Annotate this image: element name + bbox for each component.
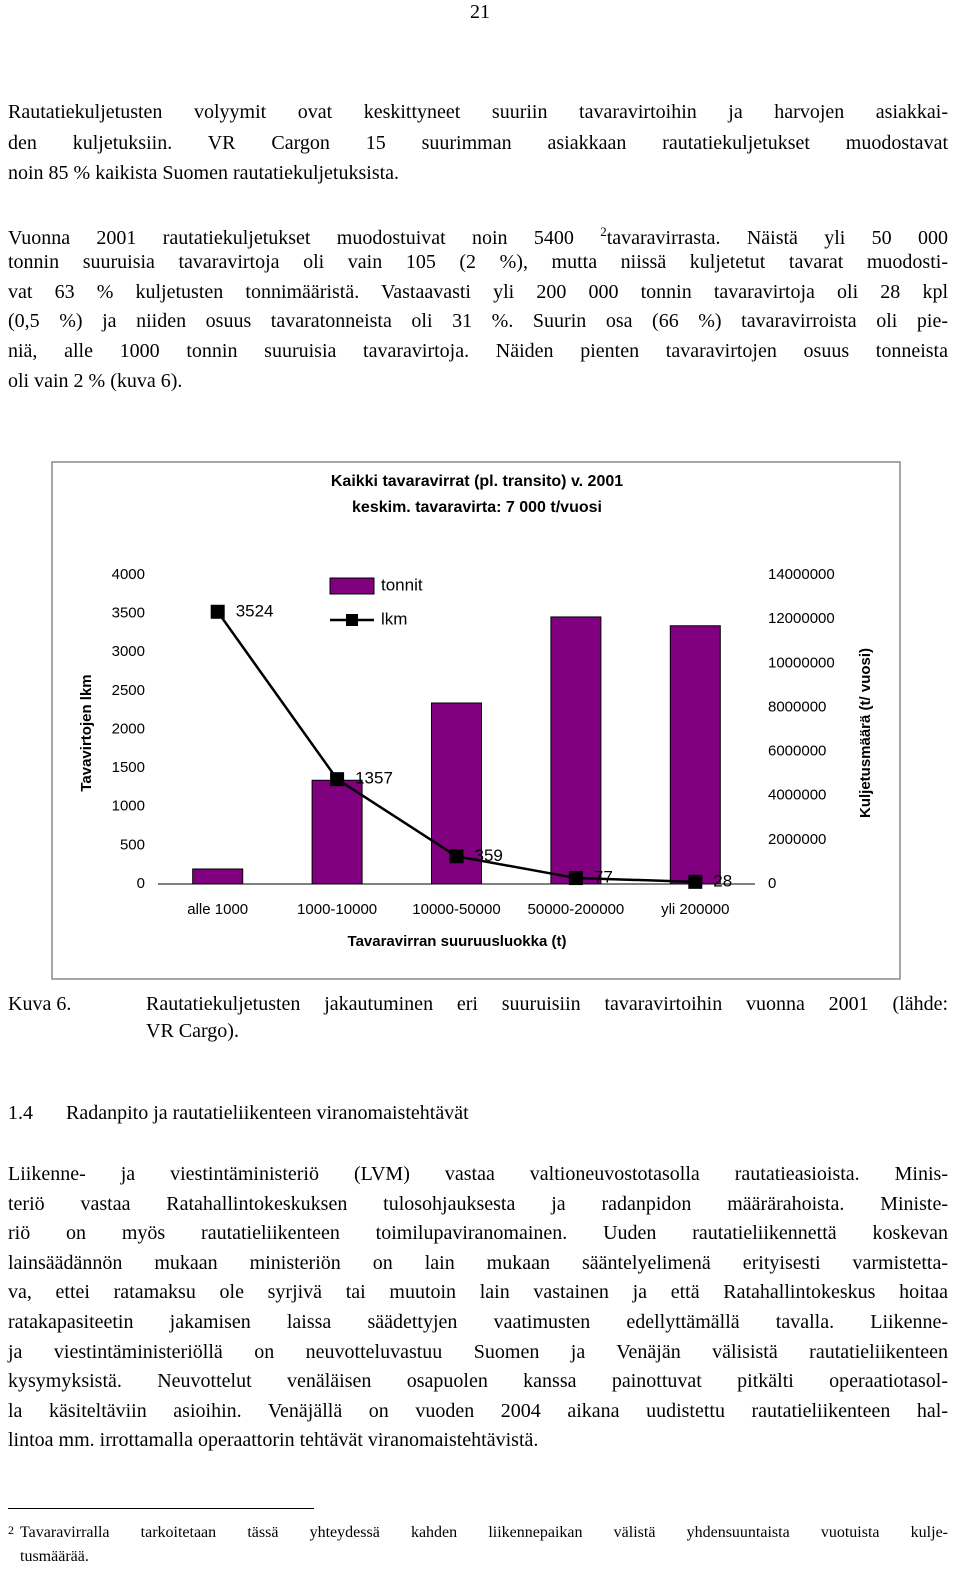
data-label: 28 bbox=[713, 871, 732, 890]
y-axis-label: Tavavirtojen lkm bbox=[78, 674, 95, 791]
x-tick-label: alle 1000 bbox=[187, 901, 248, 918]
y-tick-label: 1500 bbox=[112, 759, 145, 776]
text-line: lainsäädännön mukaan ministeriön on lain… bbox=[8, 1251, 948, 1274]
text-line: Rautatiekuljetusten jakautuminen eri suu… bbox=[146, 993, 948, 1015]
footnote-rule bbox=[8, 1508, 314, 1509]
text-line: Tavaravirralla tarkoitetaan tässä yhteyd… bbox=[20, 1524, 948, 1541]
text-line: ratakapasiteetin jakamisen laissa säädet… bbox=[8, 1311, 948, 1333]
text-line: noin 85 % kaikista Suomen rautatiekuljet… bbox=[8, 162, 400, 184]
y2-tick-label: 0 bbox=[768, 875, 776, 892]
data-label: 77 bbox=[594, 868, 613, 887]
page-number: 21 bbox=[470, 1, 490, 23]
y2-tick-label: 10000000 bbox=[768, 654, 835, 671]
y-tick-label: 2000 bbox=[112, 720, 145, 737]
y2-tick-label: 14000000 bbox=[768, 566, 835, 583]
bar bbox=[550, 616, 602, 885]
data-label: 1357 bbox=[355, 769, 393, 788]
bar bbox=[192, 868, 244, 885]
line-marker bbox=[210, 604, 225, 619]
text-line: den kuljetuksiin. VR Cargon 15 suurimman… bbox=[8, 131, 948, 154]
y-tick-label: 500 bbox=[120, 836, 145, 853]
data-label: 3524 bbox=[236, 601, 274, 620]
footnote-marker: 2 bbox=[8, 1523, 14, 1537]
section-number: 1.4 bbox=[8, 1102, 33, 1124]
x-tick-label: yli 200000 bbox=[661, 901, 729, 918]
text-line: Rautatiekuljetusten volyymit ovat keskit… bbox=[8, 101, 948, 123]
text: tavaravirrasta. Näistä yli 50 000 bbox=[606, 227, 948, 249]
text-line: niä, alle 1000 tonnin suuruisia tavaravi… bbox=[8, 340, 948, 363]
y2-tick-label: 12000000 bbox=[768, 610, 835, 627]
line-marker bbox=[688, 874, 703, 889]
y2-tick-label: 4000000 bbox=[768, 787, 826, 804]
text-line: Liikenne- ja viestintäministeriö (LVM) v… bbox=[8, 1163, 948, 1185]
chart-frame bbox=[51, 461, 901, 980]
y-tick-label: 4000 bbox=[112, 566, 145, 583]
section-title: Radanpito ja rautatieliikenteen viranoma… bbox=[66, 1102, 469, 1124]
legend-swatch bbox=[346, 614, 358, 626]
data-label: 359 bbox=[475, 846, 503, 865]
x-tick-label: 1000-10000 bbox=[297, 901, 377, 918]
text-line: va, ettei ratamaksu ole syrjivä tai muut… bbox=[8, 1281, 948, 1304]
text-line: tonnin suuruisia tavaravirtoja oli vain … bbox=[8, 250, 948, 273]
y-tick-label: 2500 bbox=[112, 682, 145, 699]
x-tick-label: 50000-200000 bbox=[528, 901, 625, 918]
chart-title: Kaikki tavaravirrat (pl. transito) v. 20… bbox=[331, 473, 623, 490]
bar bbox=[669, 625, 721, 885]
legend-label: tonnit bbox=[381, 575, 423, 594]
y2-axis-label: Kuljetusmäärä (t/ vuosi) bbox=[857, 648, 874, 818]
chart-title: keskim. tavaravirta: 7 000 t/vuosi bbox=[352, 499, 602, 516]
caption-label: Kuva 6. bbox=[8, 993, 72, 1015]
text-line: Vuonna 2001 rautatiekuljetukset muodostu… bbox=[8, 220, 948, 250]
text-line: kysymyksistä. Neuvottelut venäläisen osa… bbox=[8, 1370, 948, 1393]
line-marker bbox=[330, 772, 345, 787]
text-line: VR Cargo). bbox=[146, 1020, 239, 1042]
y-tick-label: 3000 bbox=[112, 643, 145, 660]
y2-tick-label: 2000000 bbox=[768, 831, 826, 848]
text-line: lintoa mm. irrottamalla operaattorin teh… bbox=[8, 1429, 539, 1452]
bar bbox=[311, 779, 363, 885]
legend-label: lkm bbox=[381, 609, 407, 628]
text-line: ja viestintäministeriöllä on neuvotteluv… bbox=[8, 1340, 948, 1363]
x-tick-label: 10000-50000 bbox=[412, 901, 500, 918]
text-line: oli vain 2 % (kuva 6). bbox=[8, 370, 183, 392]
line-marker bbox=[568, 871, 583, 886]
text: Vuonna 2001 rautatiekuljetukset muodostu… bbox=[8, 227, 601, 249]
line-marker bbox=[449, 849, 464, 864]
text-line: teriö vastaa Ratahallintokeskuksen tulos… bbox=[8, 1192, 948, 1215]
superscript: 2 bbox=[600, 224, 607, 239]
text-line: (0,5 %) ja niiden osuus tavaratonneista … bbox=[8, 310, 948, 333]
y-tick-label: 1000 bbox=[112, 798, 145, 815]
text-line: riö on myös rautatieliikenteen toimilupa… bbox=[8, 1222, 948, 1245]
y-tick-label: 0 bbox=[137, 875, 145, 892]
y-tick-label: 3500 bbox=[112, 605, 145, 622]
text-line: tusmäärää. bbox=[20, 1548, 89, 1565]
text-line: la käsiteltäviin asioihin. Venäjällä on … bbox=[8, 1399, 948, 1422]
y2-tick-label: 8000000 bbox=[768, 698, 826, 715]
legend-swatch bbox=[329, 577, 375, 595]
y2-tick-label: 6000000 bbox=[768, 743, 826, 760]
x-axis-label: Tavaravirran suuruusluokka (t) bbox=[348, 933, 567, 950]
text-line: vat 63 % kuljetusten tonnimääristä. Vast… bbox=[8, 280, 948, 303]
